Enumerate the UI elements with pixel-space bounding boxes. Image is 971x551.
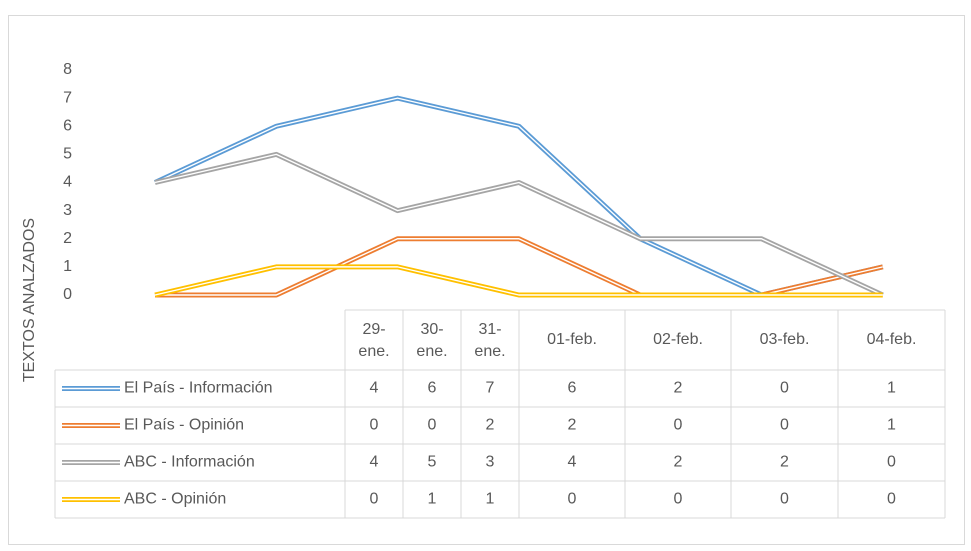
y-tick-label: 3 [63, 202, 72, 219]
table-value: 2 [568, 417, 577, 434]
table-value: 1 [428, 491, 437, 508]
category-label: 03-feb. [760, 331, 810, 348]
table-value: 6 [428, 380, 437, 397]
table-value: 0 [370, 491, 379, 508]
category-label-part: ene. [416, 343, 447, 360]
table-value: 2 [780, 454, 789, 471]
category-label-part: 30- [420, 321, 443, 338]
table-value: 4 [370, 380, 379, 397]
y-axis-label: TEXTOS ANALZADOS [21, 218, 38, 382]
category-label: 04-feb. [867, 331, 917, 348]
table-value: 0 [370, 417, 379, 434]
table-value: 0 [780, 417, 789, 434]
category-label-part: 29- [362, 321, 385, 338]
table-value: 0 [428, 417, 437, 434]
y-tick-label: 8 [63, 61, 72, 78]
table-value: 4 [568, 454, 577, 471]
y-tick-label: 0 [63, 286, 72, 303]
table-value: 2 [674, 380, 683, 397]
category-label: 29- ene. [358, 321, 389, 360]
y-tick-label: 1 [63, 258, 72, 275]
legend-label: El País - Opinión [124, 417, 244, 434]
legend-label: El País - Información [124, 380, 273, 397]
table-value: 5 [428, 454, 437, 471]
y-tick-label: 7 [63, 89, 72, 106]
category-label-part: ene. [358, 343, 389, 360]
category-label: 01-feb. [547, 331, 597, 348]
table-value: 4 [370, 454, 379, 471]
table-value: 0 [780, 491, 789, 508]
series-line-inner [154, 266, 883, 296]
data-table: 29- ene. 30- ene. 31- ene. 01-feb. 02-feb. 03-fe… [54, 309, 946, 519]
table-value: 0 [674, 417, 683, 434]
y-tick-label: 6 [63, 117, 72, 134]
y-tick-label: 5 [63, 146, 72, 163]
table-value: 0 [887, 491, 896, 508]
table-value: 0 [887, 454, 896, 471]
table-value: 3 [486, 454, 495, 471]
legend-label: ABC - Opinión [124, 491, 226, 508]
y-tick-label: 4 [63, 174, 72, 191]
table-value: 2 [486, 417, 495, 434]
table-value: 0 [780, 380, 789, 397]
category-label-part: 31- [478, 321, 501, 338]
category-label-part: ene. [474, 343, 505, 360]
table-value: 7 [486, 380, 495, 397]
category-label: 02-feb. [653, 331, 703, 348]
category-label: 31- ene. [474, 321, 505, 360]
table-value: 1 [887, 417, 896, 434]
series-line-inner [154, 153, 884, 296]
table-value: 1 [486, 491, 495, 508]
table-value: 0 [674, 491, 683, 508]
table-value: 0 [568, 491, 577, 508]
table-value: 2 [674, 454, 683, 471]
table-value: 1 [887, 380, 896, 397]
y-tick-label: 2 [63, 230, 72, 247]
legend-label: ABC - Información [124, 454, 255, 471]
table-value: 6 [568, 380, 577, 397]
chart-area [8, 15, 965, 545]
category-label: 30- ene. [416, 321, 447, 360]
